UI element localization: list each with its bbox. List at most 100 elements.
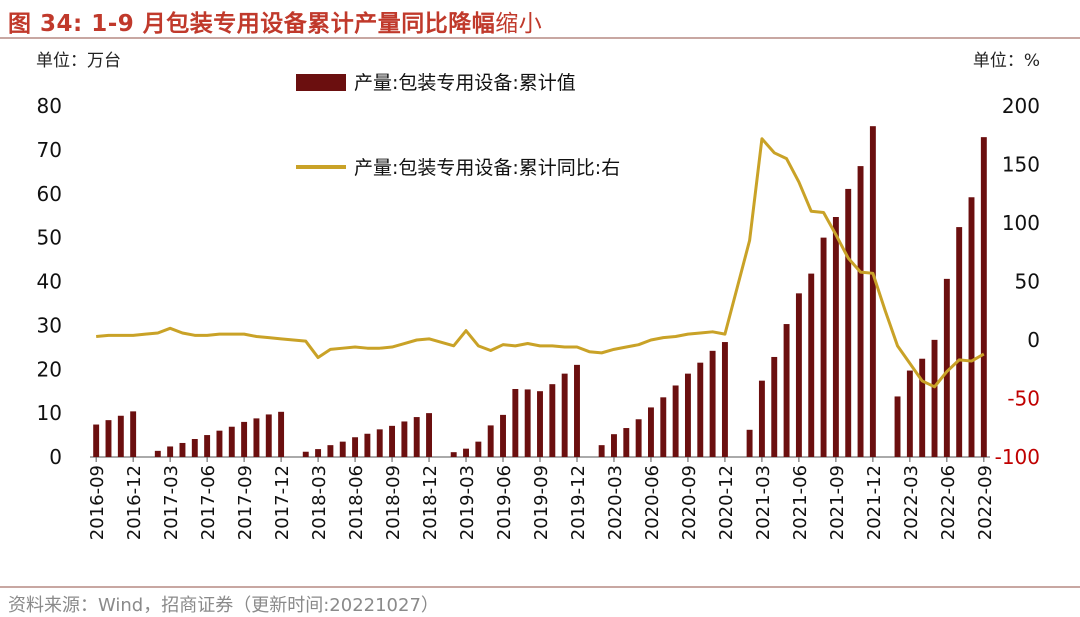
bar bbox=[154, 450, 161, 457]
bar bbox=[549, 384, 556, 457]
left-tick-label: 80 bbox=[37, 94, 62, 118]
bar bbox=[487, 425, 494, 457]
bar bbox=[241, 421, 248, 457]
bar bbox=[721, 342, 728, 457]
bar bbox=[697, 362, 704, 457]
bar bbox=[364, 433, 371, 457]
x-tick-label: 2019-03 bbox=[457, 465, 478, 540]
bar bbox=[130, 411, 137, 457]
legend: 产量:包装专用设备:累计值 产量:包装专用设备:累计同比:右 bbox=[296, 72, 620, 179]
bar bbox=[450, 452, 457, 457]
bar bbox=[561, 373, 568, 457]
bar bbox=[574, 364, 580, 457]
bar bbox=[771, 356, 778, 457]
bar bbox=[463, 448, 469, 457]
bar bbox=[931, 339, 938, 457]
bar bbox=[623, 428, 630, 457]
bar bbox=[191, 439, 198, 457]
bar bbox=[315, 449, 322, 457]
bar bbox=[352, 437, 359, 457]
title-rule bbox=[0, 37, 1080, 39]
bar bbox=[820, 237, 827, 457]
left-tick-label: 60 bbox=[37, 182, 62, 206]
bar bbox=[919, 358, 926, 457]
bar bbox=[845, 188, 852, 457]
left-tick-label: 50 bbox=[37, 226, 62, 250]
bar bbox=[376, 429, 383, 457]
left-tick-label: 0 bbox=[49, 445, 62, 469]
bar bbox=[265, 414, 272, 457]
x-tick-label: 2019-06 bbox=[494, 465, 515, 540]
bar bbox=[179, 442, 186, 457]
left-unit-label: 单位：万台 bbox=[36, 51, 121, 71]
line-series bbox=[96, 137, 985, 389]
right-tick-label: 100 bbox=[1002, 211, 1040, 235]
x-axis: 2016-09 2016-12 2017-03 2017-06 2017-09 2017-… bbox=[87, 457, 996, 540]
bar bbox=[832, 217, 839, 457]
figure-number: 图 34: bbox=[8, 11, 83, 37]
legend-bar-label: 产量:包装专用设备:累计值 bbox=[354, 72, 576, 94]
bar bbox=[709, 350, 716, 457]
x-tick-label: 2021-09 bbox=[827, 465, 848, 540]
x-tick-label: 2017-12 bbox=[272, 465, 293, 540]
bar bbox=[500, 414, 506, 457]
bar bbox=[401, 421, 408, 457]
x-tick-label: 2018-09 bbox=[383, 465, 404, 540]
figure-title: 图 34: 1-9 月包装专用设备累计产量同比降幅缩小 bbox=[8, 4, 542, 38]
bar bbox=[512, 388, 519, 457]
bar bbox=[475, 441, 482, 457]
right-unit-label: 单位：% bbox=[973, 51, 1040, 71]
bar bbox=[648, 407, 654, 457]
x-tick-label: 2018-03 bbox=[309, 465, 330, 540]
bar bbox=[253, 418, 260, 457]
bar bbox=[426, 413, 432, 457]
right-tick-label: 0 bbox=[1027, 328, 1040, 352]
bar bbox=[968, 197, 975, 457]
bar bbox=[611, 434, 617, 457]
bar bbox=[167, 446, 174, 457]
bar bbox=[684, 373, 691, 457]
bar bbox=[327, 445, 334, 457]
yoy-line bbox=[96, 137, 985, 389]
x-tick-label: 2019-09 bbox=[531, 465, 552, 540]
bar bbox=[758, 380, 765, 457]
bar bbox=[598, 445, 605, 457]
x-tick-label: 2019-12 bbox=[568, 465, 589, 540]
bar bbox=[278, 411, 285, 457]
bar bbox=[943, 278, 950, 457]
bar bbox=[746, 429, 753, 457]
bar bbox=[302, 451, 309, 457]
left-axis: 0 10 20 30 40 50 60 70 80 bbox=[37, 94, 990, 469]
left-tick-label: 70 bbox=[37, 138, 62, 162]
bar bbox=[204, 435, 211, 457]
x-tick-label: 2021-06 bbox=[790, 465, 811, 540]
x-tick-label: 2016-09 bbox=[87, 465, 108, 540]
bar-series bbox=[93, 126, 987, 458]
bar bbox=[339, 441, 346, 457]
bar bbox=[105, 420, 112, 457]
right-tick-label: 150 bbox=[1002, 153, 1040, 177]
bar bbox=[228, 426, 235, 457]
x-tick-label: 2020-12 bbox=[716, 465, 737, 540]
bar bbox=[869, 126, 876, 458]
figure-title-suffix: 缩小 bbox=[495, 11, 543, 37]
x-tick-label: 2020-06 bbox=[642, 465, 663, 540]
bar bbox=[894, 396, 901, 457]
x-tick-label: 2017-06 bbox=[198, 465, 219, 540]
bar bbox=[537, 391, 543, 457]
x-tick-label: 2018-12 bbox=[420, 465, 441, 540]
x-tick-label: 2021-03 bbox=[753, 465, 774, 540]
bar bbox=[389, 425, 396, 457]
source-note: 资料来源：Wind，招商证券（更新时间:20221027） bbox=[8, 595, 439, 616]
left-tick-label: 40 bbox=[37, 270, 62, 294]
legend-line-label: 产量:包装专用设备:累计同比:右 bbox=[354, 157, 620, 179]
x-tick-label: 2020-09 bbox=[679, 465, 700, 540]
x-tick-label: 2017-03 bbox=[161, 465, 182, 540]
left-tick-label: 10 bbox=[37, 401, 62, 425]
bar bbox=[857, 166, 864, 457]
bar bbox=[795, 293, 802, 457]
bar bbox=[808, 273, 815, 457]
bar bbox=[117, 415, 124, 457]
bar bbox=[635, 419, 642, 457]
left-tick-label: 30 bbox=[37, 313, 62, 337]
